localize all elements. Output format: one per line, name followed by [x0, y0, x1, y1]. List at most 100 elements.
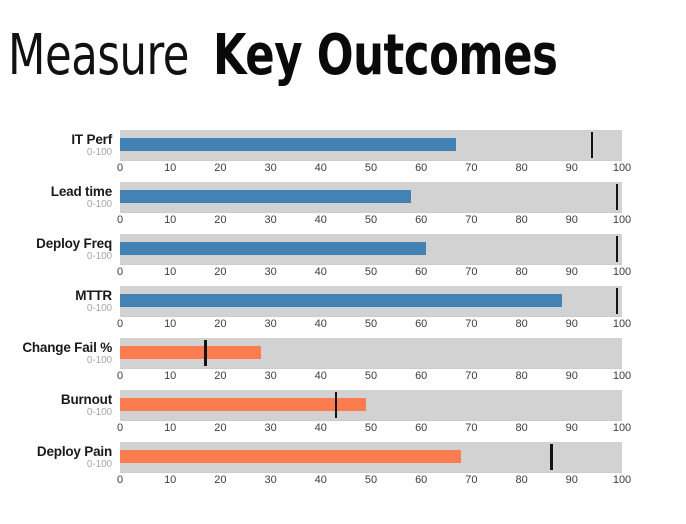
bullet-row-label: MTTR: [75, 288, 112, 303]
bullet-axis: 0 10 20 30 40 50 60 70 80 90 100: [116, 316, 631, 332]
bullet-row-label-block: MTTR 0-100: [0, 288, 116, 315]
axis-tick-label: 30: [264, 318, 277, 330]
axis-tick-label: 40: [314, 162, 327, 174]
axis-tick-label: 40: [314, 422, 327, 434]
bullet-row: MTTR 0-100 0 10 20 30 40 50 60 70 80 90 100: [0, 282, 686, 334]
bullet-row-range-label: 0-100: [86, 407, 112, 418]
bullet-axis: 0 10 20 30 40 50 60 70 80 90 100: [116, 160, 631, 176]
axis-tick-label: 30: [264, 474, 277, 486]
axis-tick-label: 100: [612, 214, 632, 226]
axis-tick-label: 0: [116, 266, 124, 278]
bullet-value-bar: [120, 190, 412, 203]
axis-tick-label: 90: [565, 318, 578, 330]
axis-tick-label: 50: [364, 214, 378, 226]
axis-tick-label: 80: [515, 474, 528, 486]
axis-tick-label: 0: [116, 318, 124, 330]
axis-tick-label: 40: [314, 474, 327, 486]
axis-tick-label: 80: [515, 162, 528, 174]
bullet-row-label: Change Fail %: [22, 340, 112, 355]
bullet-value-bar: [120, 294, 562, 307]
axis-tick-label: 0: [116, 214, 124, 226]
bullet-row-range-label: 0-100: [86, 355, 112, 366]
axis-tick-label: 10: [164, 474, 177, 486]
axis-tick-label: 100: [612, 162, 632, 174]
page-title-part-two: Key Outcomes: [212, 22, 558, 88]
axis-tick-label: 90: [565, 266, 578, 278]
bullet-row-range-label: 0-100: [86, 147, 112, 158]
bullet-row-label-block: Change Fail % 0-100: [0, 340, 116, 367]
axis-tick-label: 10: [164, 370, 177, 382]
axis-tick-label: 0: [116, 474, 124, 486]
bullet-row-label: Lead time: [50, 184, 112, 199]
page-title: Measure Key Outcomes: [8, 16, 680, 94]
axis-tick-label: 60: [415, 266, 428, 278]
axis-tick-label: 60: [415, 370, 428, 382]
axis-tick-label: 0: [116, 370, 124, 382]
axis-tick-label: 30: [264, 422, 277, 434]
bullet-track-area: [120, 286, 622, 316]
bullet-row-label: Burnout: [60, 392, 112, 407]
axis-tick-label: 0: [116, 422, 124, 434]
bullet-row-label-block: Deploy Pain 0-100: [0, 444, 116, 471]
bullet-track-area: [120, 130, 622, 160]
axis-tick-label: 20: [214, 266, 227, 278]
axis-tick-label: 20: [214, 162, 227, 174]
axis-tick-label: 10: [164, 266, 177, 278]
axis-tick-label: 40: [314, 370, 327, 382]
axis-line: [120, 420, 622, 421]
axis-tick-label: 50: [364, 370, 378, 382]
bullet-target-marker: [615, 184, 619, 210]
bullet-axis: 0 10 20 30 40 50 60 70 80 90 100: [116, 212, 631, 228]
axis-tick-label: 60: [415, 422, 428, 434]
axis-tick-label: 50: [364, 162, 378, 174]
axis-tick-label: 80: [515, 422, 528, 434]
axis-tick-label: 80: [515, 266, 528, 278]
bullet-row-range-label: 0-100: [86, 251, 112, 262]
axis-tick-label: 10: [164, 162, 177, 174]
axis-line: [120, 212, 622, 213]
bullet-target-marker: [615, 288, 619, 314]
bullet-target-marker: [615, 236, 619, 262]
axis-line: [120, 472, 622, 473]
bullet-row: Deploy Pain 0-100 0 10 20 30 40 50 60 70 80 90 100: [0, 438, 686, 490]
axis-tick-label: 0: [116, 162, 124, 174]
axis-tick-label: 10: [164, 318, 177, 330]
bullet-track-area: [120, 390, 622, 420]
axis-tick-label: 70: [465, 370, 478, 382]
bullet-target-marker: [550, 444, 553, 470]
bullet-row-label-block: IT Perf 0-100: [0, 132, 116, 159]
bullet-track-area: [120, 234, 622, 264]
axis-tick-label: 30: [264, 266, 277, 278]
axis-line: [120, 368, 622, 369]
bullet-value-bar: [120, 346, 261, 359]
axis-tick-label: 40: [314, 266, 327, 278]
axis-tick-label: 10: [164, 214, 177, 226]
bullet-row: Burnout 0-100 0 10 20 30 40 50 60 70 80 90 100: [0, 386, 686, 438]
axis-tick-label: 20: [214, 370, 227, 382]
axis-tick-label: 40: [314, 214, 327, 226]
bullet-row-label: Deploy Pain: [36, 444, 112, 459]
bullet-track-area: [120, 442, 622, 472]
bullet-row-range-label: 0-100: [86, 303, 112, 314]
axis-tick-label: 70: [465, 162, 478, 174]
bullet-track-area: [120, 338, 622, 368]
axis-tick-label: 60: [415, 162, 428, 174]
axis-tick-label: 50: [364, 266, 378, 278]
bullet-row: Lead time 0-100 0 10 20 30 40 50 60 70 80 90 100: [0, 178, 686, 230]
bullet-row: Deploy Freq 0-100 0 10 20 30 40 50 60 70 80 90 100: [0, 230, 686, 282]
axis-tick-label: 50: [364, 474, 378, 486]
bullet-chart: IT Perf 0-100 0 10 20 30 40 50 60 70 80 90 100 Lead t…: [0, 126, 686, 506]
bullet-row-range-label: 0-100: [86, 459, 112, 470]
page-title-part-one: Measure: [8, 22, 190, 88]
bullet-track-area: [120, 182, 622, 212]
axis-tick-label: 100: [612, 422, 632, 434]
axis-tick-label: 70: [465, 422, 478, 434]
bullet-axis: 0 10 20 30 40 50 60 70 80 90 100: [116, 472, 631, 488]
axis-tick-label: 90: [565, 370, 578, 382]
axis-tick-label: 20: [214, 318, 227, 330]
bullet-row-label-block: Burnout 0-100: [0, 392, 116, 419]
axis-tick-label: 100: [612, 474, 632, 486]
axis-tick-label: 100: [612, 266, 632, 278]
bullet-row-label: Deploy Freq: [36, 236, 112, 251]
axis-tick-label: 100: [612, 370, 632, 382]
